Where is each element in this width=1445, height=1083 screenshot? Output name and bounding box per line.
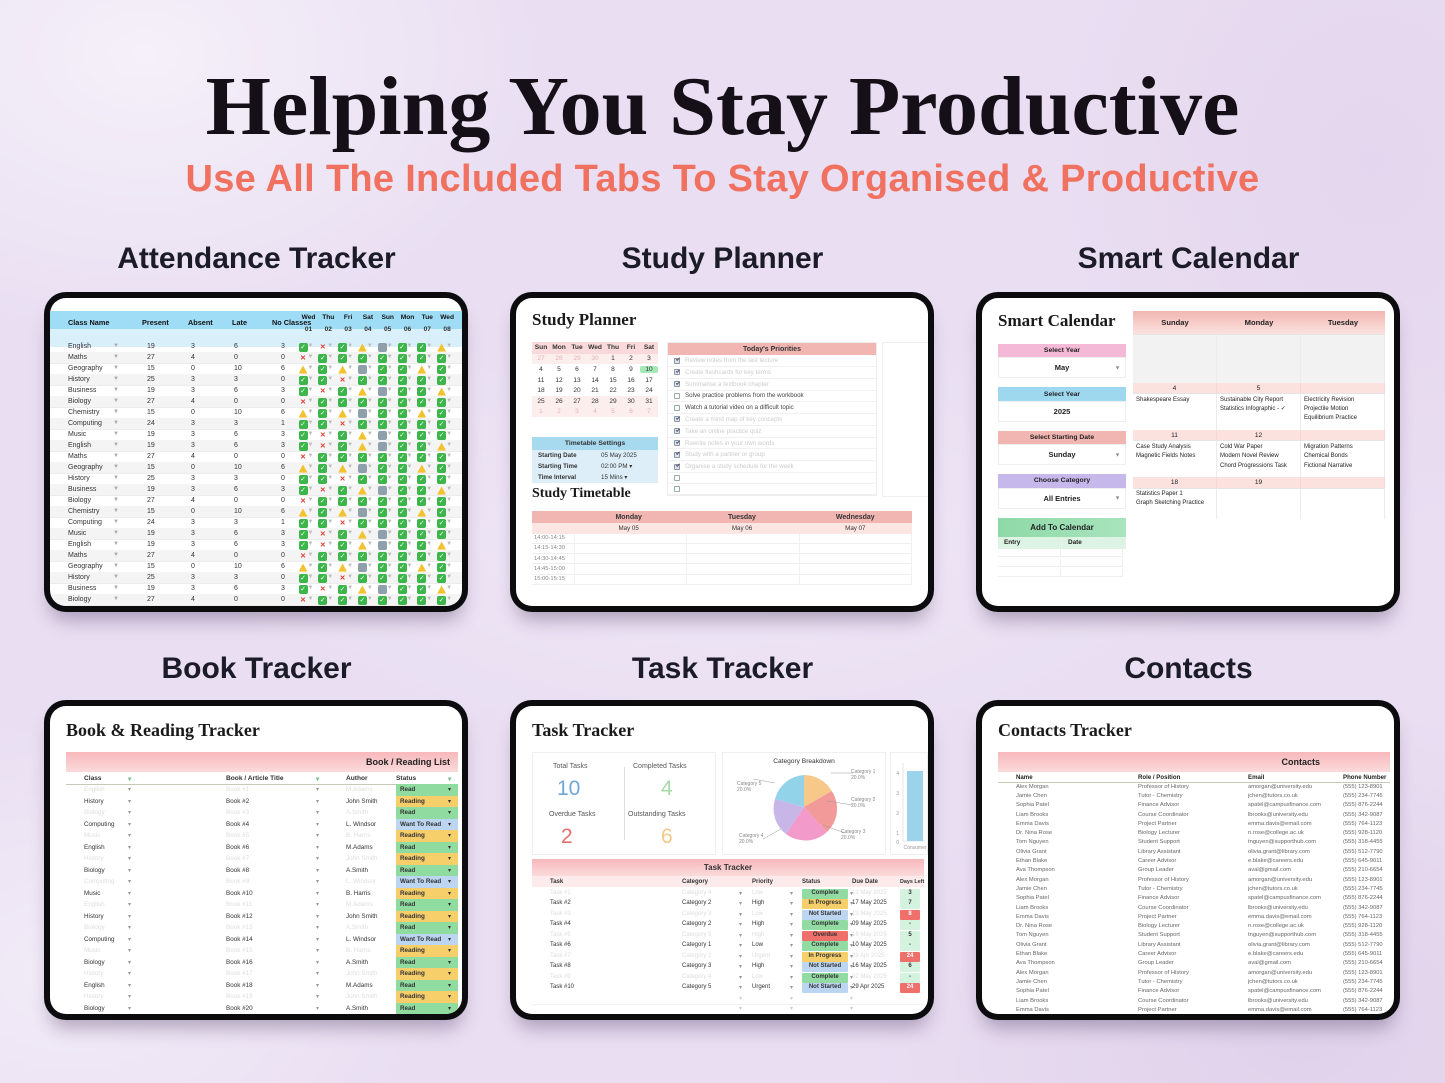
- svg-text:Consumer: Consumer: [903, 845, 926, 851]
- svg-text:3: 3: [896, 791, 899, 797]
- svg-text:2: 2: [896, 811, 899, 817]
- svg-text:0: 0: [896, 840, 899, 846]
- svg-text:4: 4: [896, 771, 899, 777]
- svg-text:1: 1: [896, 831, 899, 837]
